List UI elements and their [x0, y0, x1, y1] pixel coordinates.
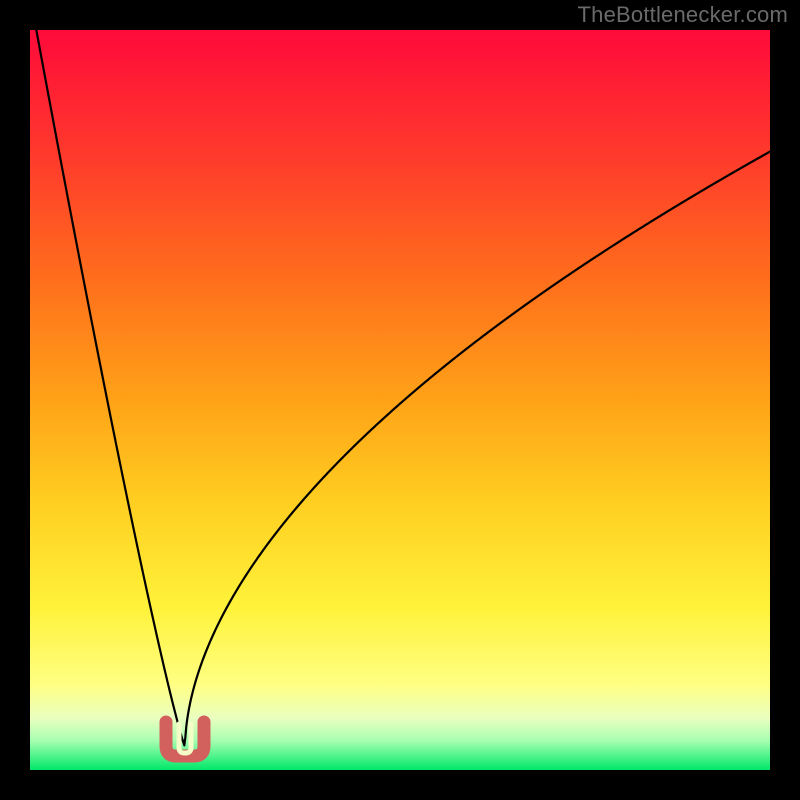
- plot-background: [30, 30, 770, 770]
- chart-container: TheBottlenecker.com: [0, 0, 800, 800]
- watermark-text: TheBottlenecker.com: [578, 2, 788, 28]
- chart-svg: [0, 0, 800, 800]
